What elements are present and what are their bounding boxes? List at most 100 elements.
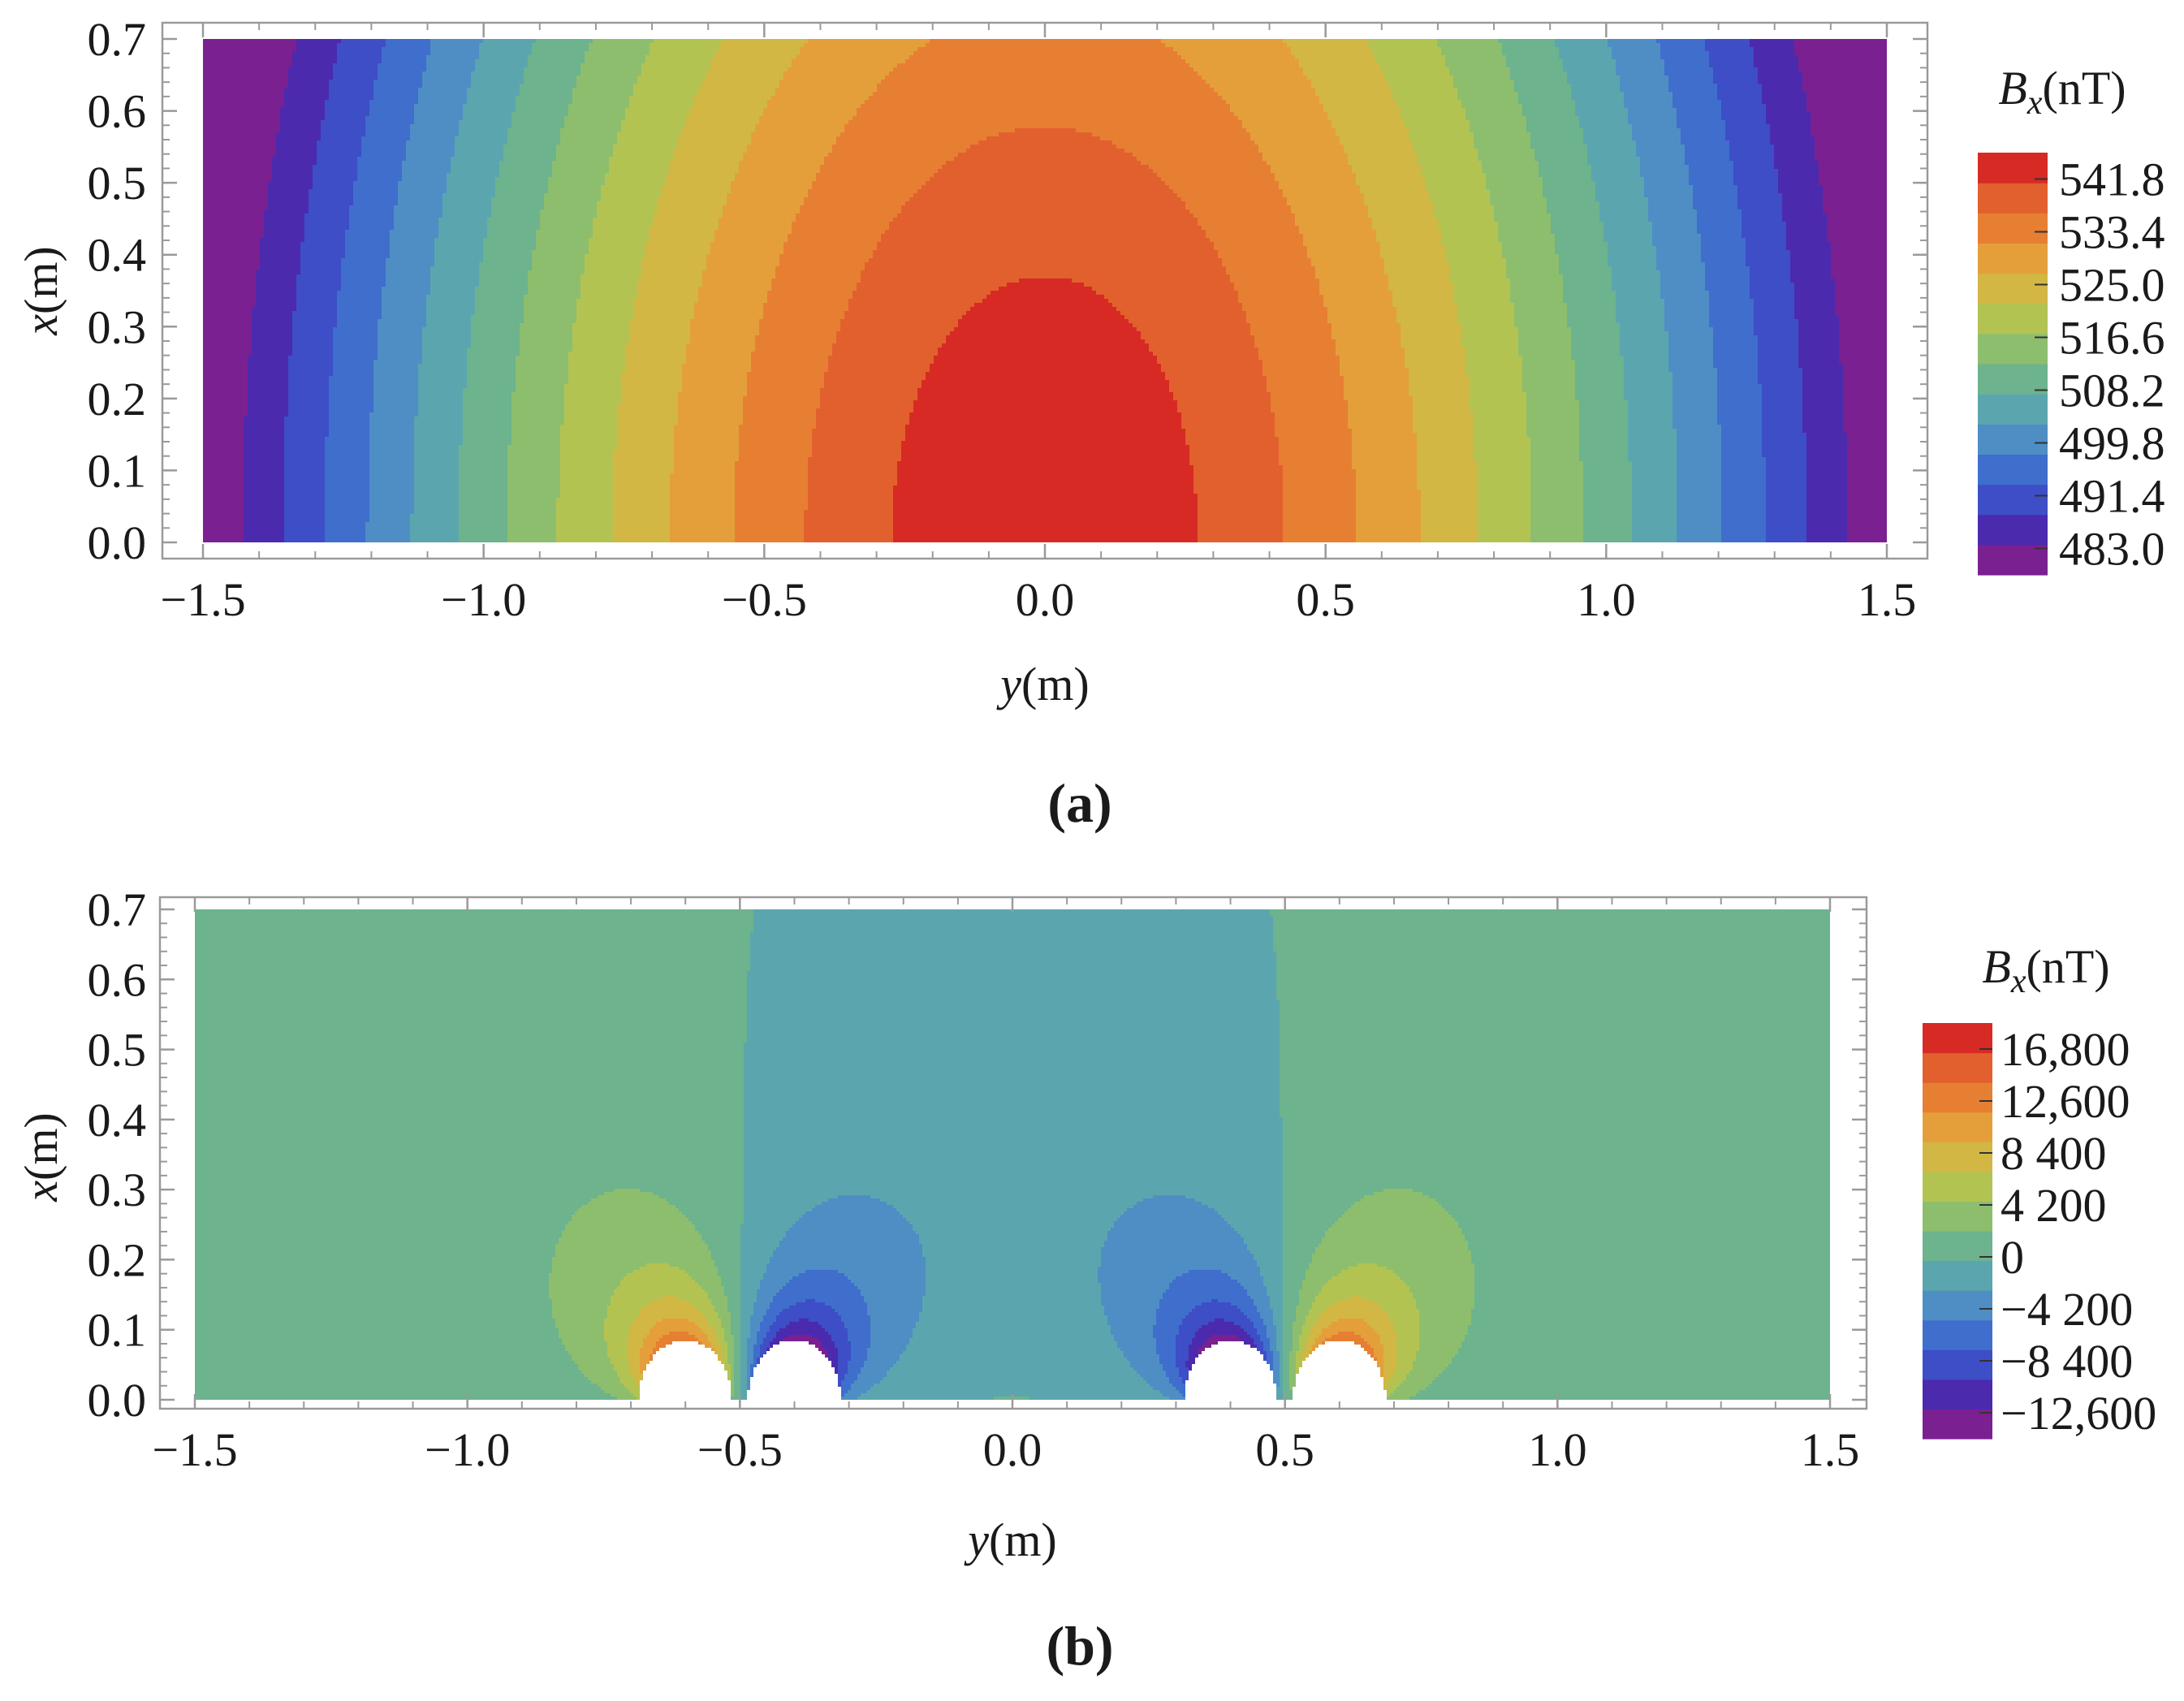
contour-cell — [1260, 1273, 1284, 1277]
contour-cell — [613, 449, 675, 454]
contour-cell — [744, 1211, 806, 1215]
contour-cell — [1847, 477, 1888, 482]
contour-cell — [1189, 1358, 1196, 1362]
contour-cell — [203, 59, 293, 64]
contour-cell — [721, 1361, 725, 1365]
contour-cell — [1806, 510, 1848, 515]
contour-cell — [585, 258, 642, 263]
contour-cell — [861, 1367, 891, 1371]
contour-cell — [426, 295, 476, 300]
contour-cell — [1283, 1127, 1832, 1131]
contour-cell — [296, 47, 338, 52]
contour-cell — [479, 266, 533, 271]
contour-cell — [1279, 449, 1353, 454]
contour-cell — [248, 388, 289, 393]
contour-cell — [747, 1338, 757, 1342]
contour-cell — [203, 490, 244, 494]
contour-cell — [195, 1250, 556, 1254]
contour-cell — [1689, 173, 1734, 178]
contour-cell — [690, 335, 756, 340]
contour-cell — [1648, 209, 1698, 214]
contour-cell — [248, 380, 289, 385]
contour-cell — [1758, 71, 1803, 76]
contour-cell — [627, 1354, 641, 1358]
contour-cell — [621, 388, 683, 393]
contour-cell — [1815, 153, 1888, 158]
contour-cell — [1802, 404, 1844, 409]
contour-cell — [203, 299, 257, 304]
contour-cell — [203, 177, 273, 182]
contour-cell — [414, 421, 464, 425]
contour-cell — [1465, 108, 1523, 113]
contour-cell — [292, 343, 334, 348]
contour-cell — [1237, 1335, 1251, 1339]
contour-cell — [548, 177, 606, 182]
contour-cell — [1449, 266, 1507, 271]
contour-cell — [1275, 433, 1353, 438]
contour-cell — [1370, 1354, 1375, 1358]
contour-cell — [1417, 477, 1478, 482]
contour-cell — [1267, 384, 1344, 389]
contour-cell — [378, 63, 427, 68]
contour-cell — [1157, 356, 1259, 360]
contour-cell — [1360, 189, 1430, 194]
contour-cell — [1498, 226, 1552, 231]
contour-cell — [300, 242, 346, 247]
contour-cell — [442, 193, 496, 198]
contour-cell — [1847, 534, 1888, 539]
contour-cell — [685, 1270, 719, 1274]
contour-cell — [1758, 80, 1803, 84]
contour-cell — [1401, 335, 1462, 340]
contour-cell — [613, 469, 675, 474]
contour-cell — [1341, 1270, 1394, 1274]
contour-cell — [1701, 254, 1746, 259]
contour-cell — [767, 104, 861, 109]
contour-cell — [414, 506, 460, 511]
contour-cell — [1098, 1273, 1183, 1277]
contour-cell — [272, 157, 317, 162]
contour-cell — [670, 526, 736, 531]
contour-cell — [718, 1312, 732, 1316]
contour-cell — [1530, 494, 1584, 499]
contour-cell — [1189, 1345, 1202, 1349]
contour-cell — [808, 498, 894, 503]
contour-cell — [422, 331, 472, 336]
contour-cell — [1169, 185, 1280, 190]
y-tick-label: 0.5 — [88, 157, 147, 209]
contour-cell — [1457, 88, 1515, 93]
contour-cell — [828, 1354, 839, 1358]
contour-cell — [1401, 343, 1462, 348]
contour-cell — [1218, 250, 1308, 255]
contour-cell — [1806, 498, 1848, 503]
contour-cell — [617, 412, 679, 417]
contour-cell — [763, 108, 857, 113]
contour-cell — [1299, 230, 1377, 235]
contour-cell — [516, 372, 569, 377]
contour-cell — [479, 262, 533, 267]
contour-cell — [640, 1358, 650, 1362]
contour-cell — [329, 412, 370, 417]
contour-cell — [203, 67, 289, 72]
contour-cell — [804, 526, 894, 531]
contour-cell — [747, 384, 825, 389]
contour-cell — [1315, 270, 1385, 275]
contour-cell — [576, 76, 638, 80]
contour-cell — [724, 1335, 735, 1339]
contour-cell — [641, 71, 707, 76]
contour-cell — [325, 522, 366, 527]
contour-cell — [1417, 153, 1478, 158]
contour-cell — [1616, 319, 1665, 324]
contour-cell — [313, 181, 354, 186]
contour-cell — [870, 1338, 910, 1342]
contour-cell — [812, 441, 902, 446]
contour-cell — [1835, 283, 1888, 287]
contour-cell — [893, 67, 1194, 72]
contour-cell — [1273, 1364, 1280, 1368]
contour-cell — [1494, 214, 1552, 218]
contour-cell — [1721, 112, 1767, 117]
contour-cell — [203, 396, 248, 401]
contour-cell — [773, 1322, 790, 1326]
contour-cell — [203, 526, 244, 531]
contour-cell — [690, 323, 760, 328]
contour-cell — [1380, 1306, 1417, 1310]
